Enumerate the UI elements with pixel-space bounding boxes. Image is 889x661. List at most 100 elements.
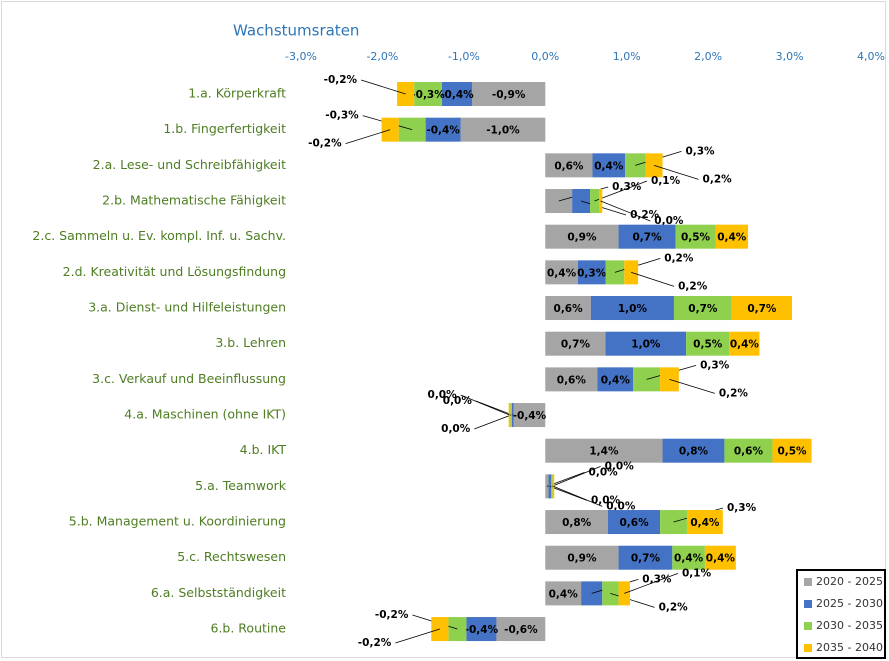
bar-segment — [590, 296, 674, 321]
bar-segment — [715, 224, 749, 249]
x-tick-label: 2,0% — [694, 50, 722, 63]
value-label: 0,1% — [651, 175, 681, 187]
x-tick-label: -2,0% — [366, 50, 398, 63]
value-label: 0,2% — [703, 173, 733, 185]
value-label: 0,2% — [630, 209, 660, 221]
category-label: 4.b. IKT — [240, 442, 287, 457]
value-label: 0,6% — [554, 303, 584, 315]
value-label: 0,0% — [443, 395, 473, 407]
value-label: 0,9% — [567, 553, 597, 565]
value-label: 0,5% — [693, 339, 723, 351]
bar-segment — [545, 260, 578, 285]
x-tick-label: 3,0% — [776, 50, 804, 63]
leader-line — [653, 164, 699, 180]
bar-segment — [662, 438, 725, 463]
value-label: -0,2% — [375, 609, 409, 621]
bar-segment — [618, 545, 673, 570]
value-label: 0,4% — [594, 160, 624, 172]
category-label: 6.a. Selbstständigkeit — [151, 585, 286, 600]
bar-segment — [731, 296, 793, 321]
legend-swatch — [804, 578, 812, 586]
value-label: 0,3% — [642, 573, 672, 585]
value-label: 0,4% — [706, 553, 736, 565]
value-label: 0,0% — [654, 215, 684, 227]
value-label: 0,7% — [633, 232, 663, 244]
value-label: 0,4% — [717, 232, 747, 244]
value-label: 0,0% — [441, 423, 471, 435]
value-label: 0,3% — [700, 359, 730, 371]
category-label: 3.c. Verkauf und Beeinflussung — [92, 371, 286, 386]
x-tick-label: -3,0% — [285, 50, 317, 63]
value-label: 0,6% — [734, 446, 764, 458]
value-label: 0,4% — [549, 588, 579, 600]
value-label: 0,3% — [727, 502, 757, 514]
value-label: -0,4% — [513, 410, 547, 422]
legend-swatch — [804, 644, 812, 652]
legend-label: 2020 - 2025 — [816, 575, 883, 588]
bar-segment — [675, 224, 716, 249]
bar-segment — [545, 331, 606, 356]
category-label: 5.a. Teamwork — [195, 478, 287, 493]
value-label: 0,8% — [562, 517, 592, 529]
leader-line — [474, 414, 512, 430]
value-label: 0,0% — [605, 460, 635, 472]
bar-segment — [618, 224, 676, 249]
value-label: 0,7% — [688, 303, 718, 315]
bar-segment — [704, 545, 736, 570]
bar-segment — [381, 117, 399, 142]
bar-segment — [472, 82, 546, 106]
bar-segment — [545, 438, 663, 463]
value-label: 0,9% — [567, 232, 597, 244]
value-label: 0,7% — [631, 553, 661, 565]
bar-segment — [592, 153, 626, 178]
leader-line — [360, 79, 406, 95]
bar-segment — [414, 82, 442, 106]
x-tick-label: 1,0% — [613, 50, 641, 63]
category-label: 3.a. Dienst- und Hilfeleistungen — [88, 300, 286, 315]
leader-line — [594, 180, 648, 202]
value-label: 0,0% — [589, 466, 619, 478]
leader-line — [551, 465, 601, 487]
bar-segment — [597, 367, 634, 392]
value-label: 0,3% — [577, 267, 607, 279]
category-label: 2.a. Lese- und Schreibfähigkeit — [93, 157, 286, 172]
bar-segment — [460, 117, 546, 142]
value-label: 0,6% — [557, 374, 587, 386]
value-label: -0,2% — [308, 138, 342, 150]
value-label: 0,5% — [777, 446, 807, 458]
value-label: -0,4% — [465, 624, 499, 636]
bar-segment — [581, 581, 603, 606]
legend-label: 2030 - 2035 — [816, 619, 883, 632]
value-label: 0,4% — [730, 339, 760, 351]
value-label: 0,6% — [619, 517, 649, 529]
leader-line — [631, 271, 675, 287]
bar-segment — [466, 617, 497, 642]
category-label: 5.c. Rechtswesen — [177, 549, 286, 564]
category-label: 3.b. Lehren — [215, 335, 286, 350]
bar-segment — [577, 260, 606, 285]
bar-segment — [686, 331, 730, 356]
value-label: -0,2% — [324, 74, 358, 86]
bar-segment — [545, 367, 598, 392]
bar-segment — [672, 545, 705, 570]
value-label: -1,0% — [486, 125, 520, 137]
leader-line — [669, 378, 715, 394]
leader-line — [345, 129, 391, 145]
value-label: 0,4% — [601, 374, 631, 386]
value-label: 0,4% — [547, 267, 577, 279]
x-tick-label: 4,0% — [857, 50, 885, 63]
value-label: 1,0% — [618, 303, 648, 315]
value-label: 0,6% — [554, 160, 584, 172]
value-label: 0,1% — [682, 567, 712, 579]
value-label: 0,2% — [678, 280, 708, 292]
bar-segment — [545, 153, 593, 178]
bar-segment — [513, 403, 546, 428]
category-label: 1.b. Fingerfertigkeit — [163, 121, 286, 136]
bar-segment — [686, 510, 723, 535]
category-label: 2.d. Kreativität und Lösungsfindung — [63, 264, 286, 279]
bar-segment — [605, 331, 687, 356]
bar-segment — [545, 581, 582, 606]
x-tick-label: 0,0% — [531, 50, 559, 63]
category-label: 6.b. Routine — [211, 621, 287, 636]
legend-swatch — [804, 622, 812, 630]
